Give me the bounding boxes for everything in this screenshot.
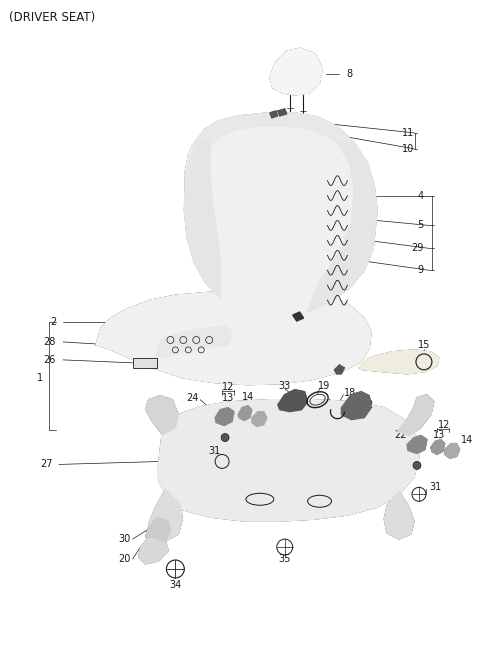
Text: 22: 22 xyxy=(395,430,407,440)
Text: 14: 14 xyxy=(461,434,473,445)
Polygon shape xyxy=(308,143,377,312)
Text: 1: 1 xyxy=(37,373,43,383)
Polygon shape xyxy=(156,326,232,358)
Text: 30: 30 xyxy=(119,534,131,544)
Polygon shape xyxy=(184,136,220,298)
Text: 13: 13 xyxy=(432,430,445,440)
Polygon shape xyxy=(384,491,414,539)
Text: 15: 15 xyxy=(418,340,430,350)
Circle shape xyxy=(221,434,229,441)
Text: 14: 14 xyxy=(242,392,254,401)
Text: 26: 26 xyxy=(44,355,56,365)
Polygon shape xyxy=(278,390,308,412)
Text: 33: 33 xyxy=(278,380,291,391)
Text: 4: 4 xyxy=(418,190,424,201)
Polygon shape xyxy=(278,109,287,116)
Text: 29: 29 xyxy=(411,243,424,253)
Text: 12: 12 xyxy=(438,420,450,430)
Polygon shape xyxy=(397,395,434,436)
Text: 19: 19 xyxy=(318,380,331,391)
Polygon shape xyxy=(407,436,427,453)
Text: 18: 18 xyxy=(344,388,357,398)
Text: 24: 24 xyxy=(186,393,198,403)
Polygon shape xyxy=(148,489,182,541)
Text: 10: 10 xyxy=(402,144,414,154)
Text: 8: 8 xyxy=(347,69,352,79)
Text: 32: 32 xyxy=(361,400,373,410)
Polygon shape xyxy=(96,290,371,385)
Polygon shape xyxy=(192,113,367,163)
Text: 34: 34 xyxy=(169,580,181,590)
Polygon shape xyxy=(139,537,168,564)
Polygon shape xyxy=(360,350,439,374)
Text: 9: 9 xyxy=(418,265,424,276)
Text: (DRIVER SEAT): (DRIVER SEAT) xyxy=(9,11,96,24)
Polygon shape xyxy=(270,111,278,118)
Text: 11: 11 xyxy=(402,128,414,138)
Text: 13: 13 xyxy=(222,393,234,403)
Polygon shape xyxy=(445,443,460,459)
Text: 27: 27 xyxy=(41,459,53,470)
Text: 5: 5 xyxy=(418,220,424,230)
Text: 12: 12 xyxy=(222,382,234,392)
Text: 2: 2 xyxy=(50,317,56,327)
Polygon shape xyxy=(158,400,419,521)
Polygon shape xyxy=(252,412,267,426)
Polygon shape xyxy=(341,392,371,420)
Polygon shape xyxy=(145,517,170,541)
Polygon shape xyxy=(270,48,323,95)
Polygon shape xyxy=(184,113,377,316)
Text: 35: 35 xyxy=(278,554,291,564)
Text: 28: 28 xyxy=(44,337,56,347)
Polygon shape xyxy=(145,396,179,434)
Text: 31: 31 xyxy=(208,447,220,457)
Polygon shape xyxy=(215,407,234,426)
Text: 20: 20 xyxy=(118,554,131,564)
Polygon shape xyxy=(238,405,252,420)
Polygon shape xyxy=(431,440,445,455)
FancyBboxPatch shape xyxy=(132,358,157,368)
Polygon shape xyxy=(293,312,304,321)
Text: 31: 31 xyxy=(429,482,441,492)
Polygon shape xyxy=(335,365,344,374)
Circle shape xyxy=(413,461,421,470)
